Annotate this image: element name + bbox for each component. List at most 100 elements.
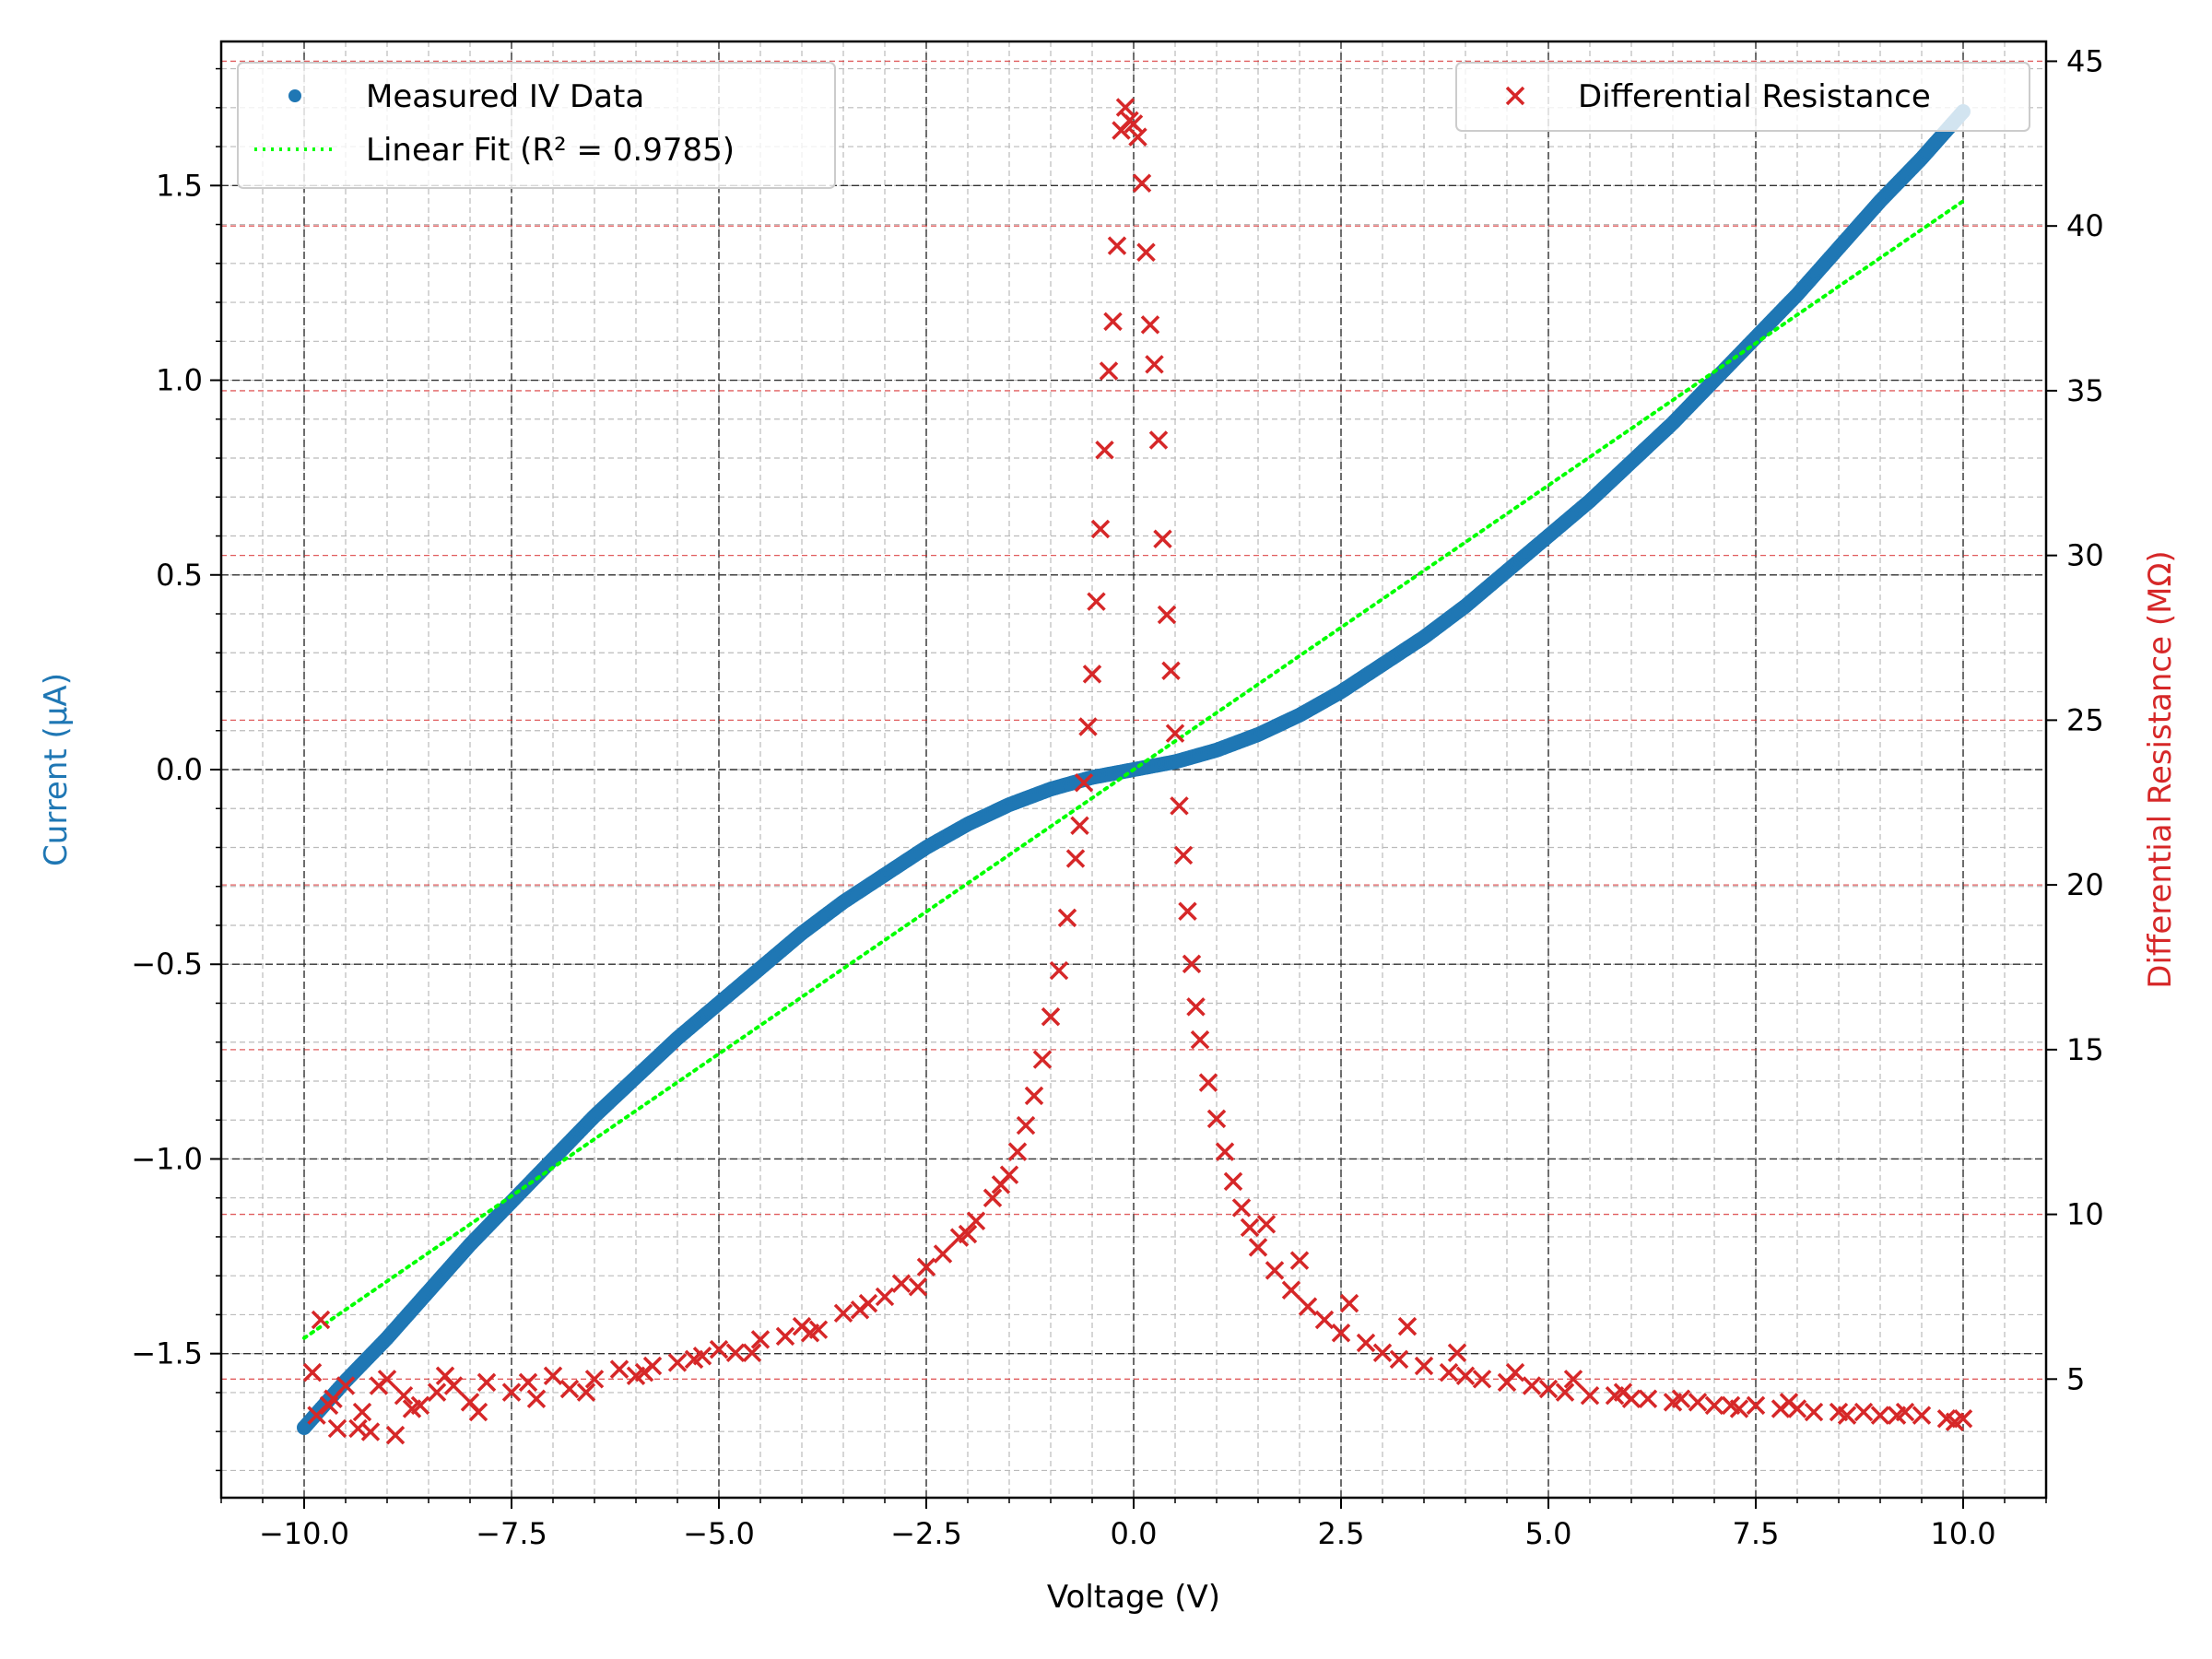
resistance-point bbox=[1563, 1370, 1583, 1389]
resistance-point bbox=[1389, 1349, 1409, 1370]
y-right-tick-label: 40 bbox=[2066, 208, 2104, 243]
resistance-point bbox=[1339, 1293, 1359, 1313]
resistance-point bbox=[1837, 1406, 1857, 1425]
x-tick-label: −7.5 bbox=[476, 1516, 547, 1551]
resistance-point bbox=[725, 1343, 746, 1362]
resistance-point bbox=[1397, 1316, 1418, 1336]
legend-measured-marker bbox=[288, 89, 301, 102]
resistance-point bbox=[750, 1330, 771, 1349]
resistance-point bbox=[1372, 1343, 1393, 1362]
resistance-point bbox=[324, 1389, 343, 1408]
resistance-point bbox=[742, 1343, 762, 1362]
resistance-point bbox=[958, 1224, 978, 1244]
resistance-point bbox=[775, 1326, 795, 1347]
resistance-point bbox=[1090, 519, 1111, 539]
resistance-point bbox=[1522, 1376, 1542, 1395]
resistance-point bbox=[468, 1402, 488, 1422]
resistance-point bbox=[1095, 441, 1114, 460]
resistance-point bbox=[1024, 1086, 1044, 1106]
resistance-point bbox=[1231, 1198, 1252, 1218]
resistance-point bbox=[1178, 901, 1197, 921]
resistance-point bbox=[369, 1376, 389, 1395]
legend-resistance-label: Differential Resistance bbox=[1578, 78, 1931, 115]
resistance-point bbox=[1074, 773, 1094, 793]
resistance-point bbox=[1165, 724, 1185, 743]
x-tick-label: −5.0 bbox=[683, 1516, 755, 1551]
resistance-point bbox=[667, 1353, 688, 1372]
linear-fit-line bbox=[302, 199, 1965, 1340]
legend-measured-label: Measured IV Data bbox=[366, 78, 644, 115]
resistance-point bbox=[1065, 849, 1086, 868]
resistance-point bbox=[800, 1324, 820, 1343]
resistance-point bbox=[1190, 1030, 1210, 1050]
resistance-point bbox=[1140, 315, 1160, 335]
resistance-point bbox=[1049, 960, 1069, 981]
x-mark-icon bbox=[1505, 86, 1525, 106]
y-right-tick-label: 25 bbox=[2066, 702, 2104, 737]
resistance-point bbox=[1447, 1343, 1467, 1362]
legend-right-box bbox=[1455, 62, 2030, 132]
resistance-point bbox=[327, 1418, 347, 1439]
resistance-point bbox=[1240, 1218, 1260, 1238]
resistance-point bbox=[1455, 1366, 1476, 1385]
resistance-point bbox=[1157, 605, 1177, 625]
resistance-point bbox=[1331, 1324, 1351, 1343]
resistance-point bbox=[1186, 997, 1206, 1017]
resistance-point bbox=[477, 1372, 497, 1393]
resistance-point bbox=[1173, 845, 1194, 865]
resistance-point bbox=[850, 1300, 870, 1320]
resistance-point bbox=[1057, 908, 1077, 928]
resistance-point bbox=[1356, 1333, 1376, 1353]
x-tick-label: 2.5 bbox=[1318, 1516, 1365, 1551]
y-right-tick-label: 45 bbox=[2066, 43, 2104, 78]
resistance-point bbox=[1124, 114, 1144, 134]
resistance-point bbox=[1223, 1171, 1243, 1192]
x-tick-label: −2.5 bbox=[890, 1516, 962, 1551]
resistance-point bbox=[1198, 1073, 1218, 1092]
resistance-point bbox=[933, 1244, 953, 1264]
data-layer bbox=[297, 98, 1973, 1445]
resistance-point bbox=[1248, 1238, 1268, 1257]
y-left-tick-label: 0.5 bbox=[156, 558, 203, 593]
resistance-point bbox=[1087, 592, 1106, 611]
resistance-point bbox=[1870, 1406, 1890, 1425]
resistance-point bbox=[1912, 1406, 1932, 1425]
resistance-point bbox=[1804, 1402, 1824, 1422]
resistance-point bbox=[402, 1399, 422, 1418]
resistance-point bbox=[427, 1382, 447, 1402]
legend-resistance-marker bbox=[1505, 86, 1525, 106]
resistance-point bbox=[1853, 1402, 1874, 1422]
resistance-point bbox=[1206, 1109, 1227, 1129]
resistance-point bbox=[1895, 1402, 1915, 1422]
resistance-point bbox=[1414, 1356, 1434, 1376]
resistance-point bbox=[1099, 361, 1119, 381]
legend-left-box bbox=[237, 62, 836, 189]
resistance-point bbox=[1070, 816, 1089, 836]
resistance-point bbox=[1555, 1382, 1575, 1402]
y-left-tick-label: 1.0 bbox=[156, 363, 203, 398]
x-axis-title: Voltage (V) bbox=[1047, 1579, 1220, 1616]
resistance-point bbox=[1538, 1379, 1559, 1399]
resistance-point bbox=[1505, 1362, 1525, 1382]
resistance-point bbox=[833, 1303, 853, 1324]
resistance-point bbox=[1439, 1362, 1459, 1382]
resistance-point bbox=[1472, 1370, 1492, 1389]
resistance-point bbox=[1256, 1215, 1277, 1234]
resistance-point bbox=[1007, 1142, 1028, 1161]
resistance-point bbox=[1729, 1399, 1749, 1418]
resistance-point bbox=[1078, 717, 1098, 736]
resistance-point bbox=[518, 1372, 538, 1393]
y-right-tick-label: 30 bbox=[2066, 538, 2104, 573]
legend-right: Differential Resistance bbox=[1455, 62, 2030, 132]
resistance-point bbox=[1945, 1412, 1965, 1432]
y-left-axis-title: Current (μA) bbox=[38, 673, 75, 866]
resistance-point bbox=[302, 1362, 323, 1382]
resistance-point bbox=[1145, 355, 1164, 374]
resistance-point bbox=[576, 1382, 596, 1402]
x-tick-label: 10.0 bbox=[1930, 1516, 1995, 1551]
y-right-axis-title: Differential Resistance (MΩ) bbox=[2142, 550, 2179, 988]
resistance-point bbox=[1128, 127, 1147, 147]
resistance-point bbox=[307, 1406, 326, 1425]
resistance-point bbox=[609, 1359, 629, 1379]
resistance-point bbox=[1289, 1251, 1310, 1270]
